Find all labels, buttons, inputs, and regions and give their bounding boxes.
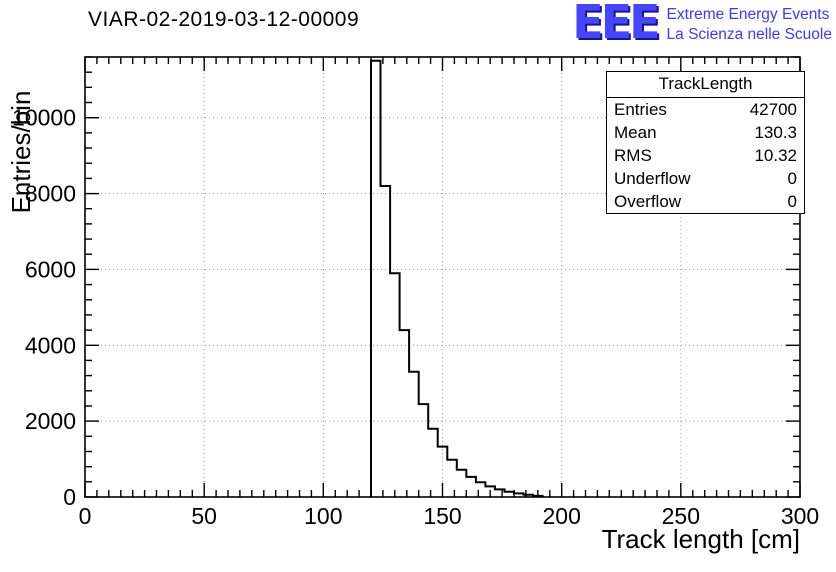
svg-text:Track length [cm]: Track length [cm] xyxy=(602,524,800,554)
eee-logo-letters: EEE xyxy=(572,0,660,49)
stats-row-rms: RMS 10.32 xyxy=(607,144,804,167)
svg-text:Entries/bin: Entries/bin xyxy=(6,91,36,214)
svg-text:0: 0 xyxy=(79,503,92,529)
svg-text:8000: 8000 xyxy=(25,181,76,207)
stats-box-title: TrackLength xyxy=(607,72,804,98)
stats-box: TrackLength Entries 42700 Mean 130.3 RMS… xyxy=(606,71,805,214)
stats-value: 0 xyxy=(787,168,797,188)
eee-logo-caption: Extreme Energy Events La Scienza nelle S… xyxy=(667,2,832,46)
stats-row-mean: Mean 130.3 xyxy=(607,121,804,144)
svg-text:100: 100 xyxy=(304,503,342,529)
svg-text:250: 250 xyxy=(662,503,700,529)
stats-value: 42700 xyxy=(749,99,797,119)
eee-logo-line-2: La Scienza nelle Scuole xyxy=(666,26,832,44)
stats-label: Overflow xyxy=(614,191,682,211)
stats-label: Entries xyxy=(614,99,667,119)
stats-value: 10.32 xyxy=(754,145,797,165)
svg-text:6000: 6000 xyxy=(25,256,76,282)
svg-text:150: 150 xyxy=(423,503,461,529)
svg-text:2000: 2000 xyxy=(25,408,76,434)
stats-row-overflow: Overflow 0 xyxy=(607,190,804,213)
svg-text:4000: 4000 xyxy=(25,332,76,358)
stats-row-underflow: Underflow 0 xyxy=(607,167,804,190)
stats-value: 130.3 xyxy=(754,122,797,142)
svg-text:50: 50 xyxy=(191,503,217,529)
stats-value: 0 xyxy=(787,191,797,211)
svg-text:300: 300 xyxy=(781,503,819,529)
stats-label: RMS xyxy=(614,145,652,165)
eee-logo: EEE Extreme Energy Events La Scienza nel… xyxy=(572,0,832,49)
stats-label: Mean xyxy=(614,122,657,142)
eee-logo-line-1: Extreme Energy Events xyxy=(666,6,830,23)
stats-label: Underflow xyxy=(614,168,691,188)
stats-row-entries: Entries 42700 xyxy=(607,98,804,121)
svg-text:0: 0 xyxy=(63,484,76,510)
plot-title: VIAR-02-2019-03-12-00009 xyxy=(88,8,360,31)
svg-text:10000: 10000 xyxy=(12,105,76,131)
svg-text:200: 200 xyxy=(543,503,581,529)
